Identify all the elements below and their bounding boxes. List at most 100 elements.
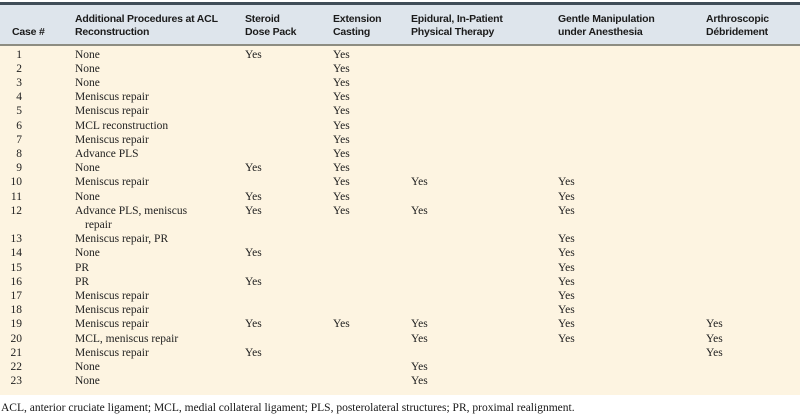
case-cell: 5 <box>0 104 72 119</box>
table-row: 22 None Yes <box>0 359 800 375</box>
epidural-pt-cell <box>408 132 555 147</box>
extension-casting-cell: Yes <box>330 132 408 147</box>
extension-casting-cell: Yes <box>330 161 408 176</box>
epidural-pt-cell: Yes <box>408 175 555 190</box>
table-row: 17 Meniscus repair Yes <box>0 288 800 304</box>
case-cell: 19 <box>0 317 72 332</box>
procedures-cell: Meniscus repair <box>72 90 242 105</box>
case-cell: 16 <box>0 274 72 289</box>
case-cell: 22 <box>0 359 72 375</box>
manipulation-cell: Yes <box>555 288 703 304</box>
manipulation-cell: Yes <box>555 317 703 332</box>
epidural-pt-cell <box>408 288 555 304</box>
epidural-pt-cell: Yes <box>408 317 555 332</box>
steroid-dose-pack-cell: Yes <box>242 317 330 332</box>
case-cell: 23 <box>0 374 72 396</box>
procedures-cell: PR <box>72 274 242 289</box>
steroid-dose-pack-cell <box>242 175 330 190</box>
table-row: 2 None Yes <box>0 61 800 76</box>
debridement-cell <box>703 288 800 304</box>
table-row: 23 None Yes <box>0 374 800 396</box>
debridement-cell <box>703 44 800 62</box>
steroid-dose-pack-cell <box>242 303 330 318</box>
case-cell: 1 <box>0 44 72 62</box>
procedures-cell: None <box>72 44 242 62</box>
manipulation-cell <box>555 374 703 396</box>
debridement-cell <box>703 260 800 275</box>
steroid-dose-pack-cell <box>242 104 330 119</box>
debridement-cell <box>703 118 800 133</box>
steroid-dose-pack-cell <box>242 288 330 304</box>
steroid-dose-pack-cell: Yes <box>242 44 330 62</box>
extension-casting-cell: Yes <box>330 203 408 233</box>
procedures-cell: Meniscus repair <box>72 132 242 147</box>
column-header-procedures: Additional Procedures at ACL Reconstruct… <box>72 2 242 46</box>
epidural-pt-cell <box>408 274 555 289</box>
table-row: 3 None Yes <box>0 75 800 91</box>
epidural-pt-cell <box>408 118 555 133</box>
debridement-cell: Yes <box>703 317 800 332</box>
debridement-cell <box>703 232 800 247</box>
table-row: 16 PR Yes Yes <box>0 274 800 289</box>
debridement-cell <box>703 146 800 162</box>
table-row: 6 MCL reconstruction Yes <box>0 118 800 133</box>
debridement-cell <box>703 246 800 261</box>
manipulation-cell <box>555 118 703 133</box>
case-cell: 20 <box>0 331 72 346</box>
extension-casting-cell <box>330 288 408 304</box>
epidural-pt-cell <box>408 146 555 162</box>
table-row: 18 Meniscus repair Yes <box>0 303 800 318</box>
column-header-epidural-pt: Epidural, In-Patient Physical Therapy <box>408 2 555 46</box>
case-cell: 12 <box>0 203 72 233</box>
extension-casting-cell <box>330 274 408 289</box>
column-header-steroid-dose-pack: Steroid Dose Pack <box>242 2 330 46</box>
table-row: 19 Meniscus repair Yes Yes Yes Yes Yes <box>0 317 800 332</box>
case-cell: 7 <box>0 132 72 147</box>
table-row: 21 Meniscus repair Yes Yes <box>0 345 800 360</box>
steroid-dose-pack-cell <box>242 75 330 91</box>
abbreviations-footnote: ACL, anterior cruciate ligament; MCL, me… <box>1 402 575 415</box>
table-body: 1 None Yes Yes 2 None Yes 3 None Yes 4 Meniscus rep… <box>0 44 800 396</box>
epidural-pt-cell: Yes <box>408 359 555 375</box>
procedures-cell: Meniscus repair <box>72 104 242 119</box>
case-cell: 6 <box>0 118 72 133</box>
procedures-cell: None <box>72 189 242 204</box>
column-header-case: Case # <box>0 2 72 46</box>
manipulation-cell: Yes <box>555 175 703 190</box>
epidural-pt-cell <box>408 345 555 360</box>
procedures-cell: None <box>72 246 242 261</box>
steroid-dose-pack-cell: Yes <box>242 246 330 261</box>
case-cell: 9 <box>0 161 72 176</box>
table-row: 10 Meniscus repair Yes Yes Yes <box>0 175 800 190</box>
extension-casting-cell <box>330 232 408 247</box>
extension-casting-cell <box>330 246 408 261</box>
debridement-cell <box>703 161 800 176</box>
steroid-dose-pack-cell: Yes <box>242 345 330 360</box>
case-cell: 18 <box>0 303 72 318</box>
epidural-pt-cell <box>408 260 555 275</box>
procedures-cell: None <box>72 61 242 76</box>
table-row: 5 Meniscus repair Yes <box>0 104 800 119</box>
steroid-dose-pack-cell <box>242 374 330 396</box>
table-row: 7 Meniscus repair Yes <box>0 132 800 147</box>
procedures-cell: None <box>72 374 242 396</box>
procedures-cell: Meniscus repair <box>72 175 242 190</box>
extension-casting-cell <box>330 374 408 396</box>
manipulation-cell: Yes <box>555 331 703 346</box>
manipulation-cell <box>555 61 703 76</box>
manipulation-cell: Yes <box>555 189 703 204</box>
epidural-pt-cell <box>408 104 555 119</box>
manipulation-cell: Yes <box>555 303 703 318</box>
debridement-cell <box>703 189 800 204</box>
manipulation-cell <box>555 146 703 162</box>
table-row: 15 PR Yes <box>0 260 800 275</box>
header-row: Case # Additional Procedures at ACL Reco… <box>0 2 800 46</box>
table-row: 11 None Yes Yes Yes <box>0 189 800 204</box>
table-row: 13 Meniscus repair, PR Yes <box>0 232 800 247</box>
procedures-cell: Advance PLS, meniscus repair <box>72 203 242 233</box>
table-header: Case # Additional Procedures at ACL Reco… <box>0 2 800 46</box>
epidural-pt-cell <box>408 232 555 247</box>
extension-casting-cell <box>330 359 408 375</box>
procedures-cell: Advance PLS <box>72 146 242 162</box>
debridement-cell <box>703 359 800 375</box>
